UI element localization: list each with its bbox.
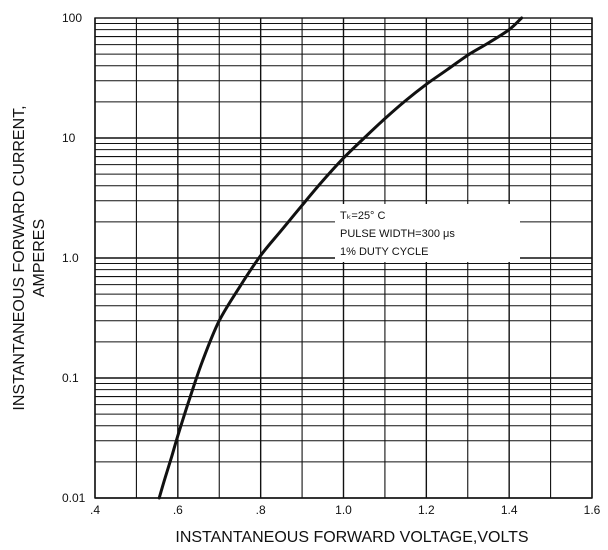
y-tick-label: 0.01 <box>62 491 86 505</box>
annotation-line-1: Tₖ=25° C <box>340 210 386 222</box>
y-axis-title: INSTANTANEOUS FORWARD CURRENT, AMPERES <box>11 105 48 410</box>
annotation-line-2: PULSE WIDTH=300 μs <box>340 228 455 240</box>
x-tick-label: 1.4 <box>501 503 518 517</box>
annotation-line-3: 1% DUTY CYCLE <box>340 246 428 258</box>
grid-layer <box>94 17 593 499</box>
y-axis-title-line-2: AMPERES <box>31 219 48 297</box>
conditions-annotation: Tₖ=25° C PULSE WIDTH=300 μs 1% DUTY CYCL… <box>335 204 520 262</box>
plot-frame <box>94 17 593 499</box>
curve-layer <box>157 16 524 500</box>
x-tick-label: .8 <box>256 503 266 517</box>
x-axis-title: INSTANTANEOUS FORWARD VOLTAGE,VOLTS <box>175 529 528 546</box>
annotation-background <box>335 204 520 262</box>
y-tick-label: 100 <box>62 11 82 25</box>
x-tick-label: 1.0 <box>335 503 352 517</box>
y-tick-label: 10 <box>62 131 76 145</box>
y-axis-title-line-1: INSTANTANEOUS FORWARD CURRENT, <box>11 105 28 410</box>
tick-label-layer: .4 .6 .8 1.0 1.2 1.4 1.6 0.01 0.1 1.0 10 100 <box>62 11 601 517</box>
y-tick-label: 1.0 <box>62 251 79 265</box>
y-tick-label: 0.1 <box>62 371 79 385</box>
x-tick-label: 1.2 <box>418 503 435 517</box>
x-tick-label: .4 <box>90 503 100 517</box>
x-tick-label: 1.6 <box>584 503 601 517</box>
x-tick-label: .6 <box>173 503 183 517</box>
forward-current-curve <box>157 16 524 500</box>
